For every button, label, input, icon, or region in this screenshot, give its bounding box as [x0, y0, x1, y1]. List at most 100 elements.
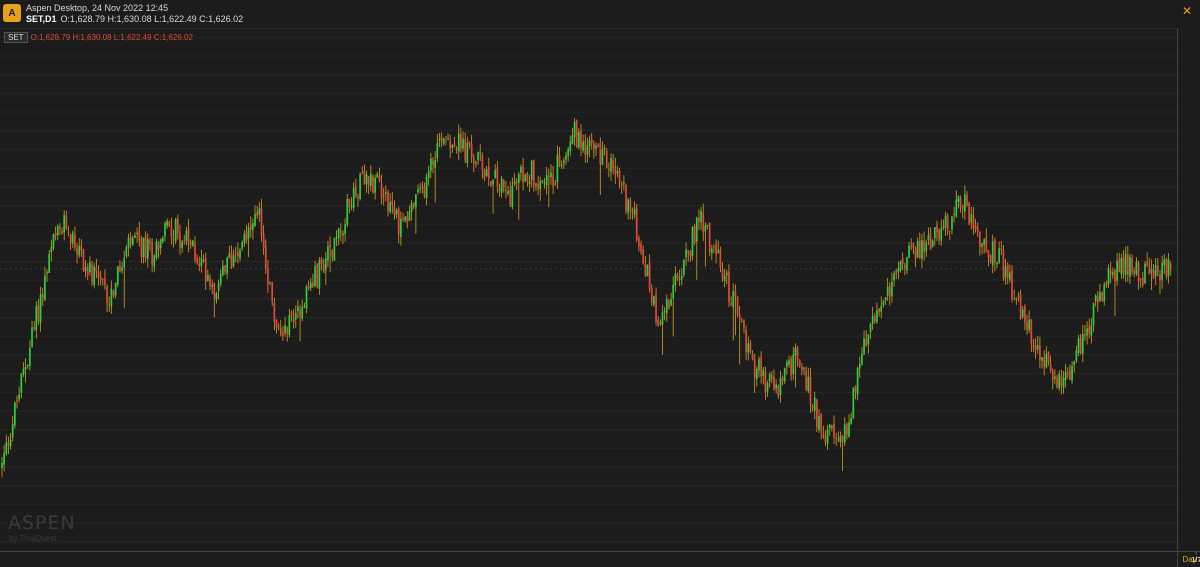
candle-body — [185, 230, 188, 241]
candle-body — [121, 267, 123, 271]
aspen-logo-icon: A — [3, 4, 21, 22]
timeframe-label[interactable]: Day — [1177, 551, 1200, 567]
candle-body — [1126, 254, 1129, 275]
candle-body — [1049, 363, 1052, 372]
candle-body — [959, 197, 962, 207]
candle-body — [818, 416, 820, 430]
candle-body — [918, 240, 921, 259]
candle-body — [659, 322, 662, 324]
candle-body — [436, 142, 439, 159]
candle-body — [627, 199, 630, 213]
candle-body — [689, 251, 692, 257]
chart-plot-area[interactable] — [0, 28, 1177, 552]
candle-body — [938, 229, 940, 239]
candle-body — [20, 373, 23, 393]
candle-body — [397, 208, 400, 235]
candle-body — [970, 214, 973, 223]
candle-body — [1002, 249, 1005, 279]
candle-body — [127, 237, 130, 248]
candle-body — [61, 230, 63, 234]
candle-body — [316, 263, 319, 286]
candle-body — [951, 216, 953, 230]
candle-body — [650, 288, 653, 303]
candle-body — [1066, 372, 1069, 374]
candle-body — [262, 233, 265, 248]
candle-body — [241, 242, 244, 249]
candle-body — [655, 294, 657, 322]
candle-body — [348, 199, 351, 207]
candle-body — [698, 218, 700, 223]
candle-body — [187, 227, 190, 244]
candle-body — [755, 368, 758, 380]
candle-body — [743, 320, 745, 329]
legend-symbol[interactable]: SET — [4, 32, 28, 43]
candle-body — [342, 233, 344, 236]
candle-body — [953, 214, 955, 216]
candle-body — [610, 158, 612, 172]
candle-body — [1045, 353, 1048, 368]
candle-body — [119, 265, 121, 272]
candle-body — [608, 169, 610, 171]
candle-body — [794, 347, 797, 356]
candle-body — [507, 191, 509, 194]
candle-body — [524, 174, 527, 182]
candle-body — [710, 248, 713, 254]
candle-body — [297, 306, 299, 312]
candle-body — [528, 181, 531, 185]
candle-body — [149, 239, 151, 244]
symbol-label: SET,D1 — [26, 14, 57, 24]
date-axis[interactable] — [0, 551, 1177, 567]
close-icon[interactable]: ✕ — [1181, 4, 1192, 18]
candle-body — [766, 383, 769, 392]
candle-body — [22, 368, 25, 375]
candle-body — [1054, 376, 1056, 379]
candle-body — [837, 438, 840, 441]
candle-body — [237, 251, 239, 257]
candle-body — [460, 134, 462, 149]
candle-body — [200, 258, 203, 266]
candle-body — [1009, 272, 1011, 280]
candle-body — [736, 297, 739, 315]
candle-body — [331, 250, 334, 258]
price-axis[interactable] — [1177, 28, 1200, 551]
candle-body — [706, 224, 709, 226]
candle-body — [1039, 344, 1041, 361]
candle-body — [131, 237, 134, 246]
candle-body — [861, 353, 863, 365]
candle-body — [284, 325, 286, 334]
candle-body — [562, 160, 565, 164]
candle-body — [1114, 270, 1116, 282]
candle-body — [738, 314, 741, 320]
candle-body — [93, 266, 96, 285]
candle-body — [779, 378, 782, 395]
candle-body — [983, 239, 986, 245]
candle-body — [545, 174, 548, 186]
candle-body — [189, 242, 192, 245]
candle-body — [329, 244, 331, 248]
candle-body — [888, 286, 891, 298]
candle-body — [535, 182, 537, 187]
candle-body — [805, 369, 808, 390]
candle-body — [161, 237, 164, 242]
candle-body — [963, 194, 966, 212]
candle-body — [86, 267, 89, 275]
candle-body — [1165, 259, 1168, 278]
candle-body — [730, 302, 732, 306]
candle-body — [502, 180, 505, 188]
candles — [1, 118, 1172, 478]
candle-body — [1135, 261, 1138, 275]
candle-body — [865, 339, 868, 347]
candle-body — [1152, 270, 1155, 278]
candle-body — [299, 309, 301, 317]
candle-body — [312, 281, 314, 287]
candle-body — [324, 258, 327, 271]
candle-body — [987, 250, 990, 258]
candle-body — [402, 218, 404, 220]
candle-body — [320, 258, 323, 265]
candle-body — [37, 305, 40, 322]
candle-body — [410, 203, 413, 212]
candle-body — [453, 143, 456, 147]
candle-body — [63, 215, 66, 233]
candle-body — [179, 233, 181, 248]
